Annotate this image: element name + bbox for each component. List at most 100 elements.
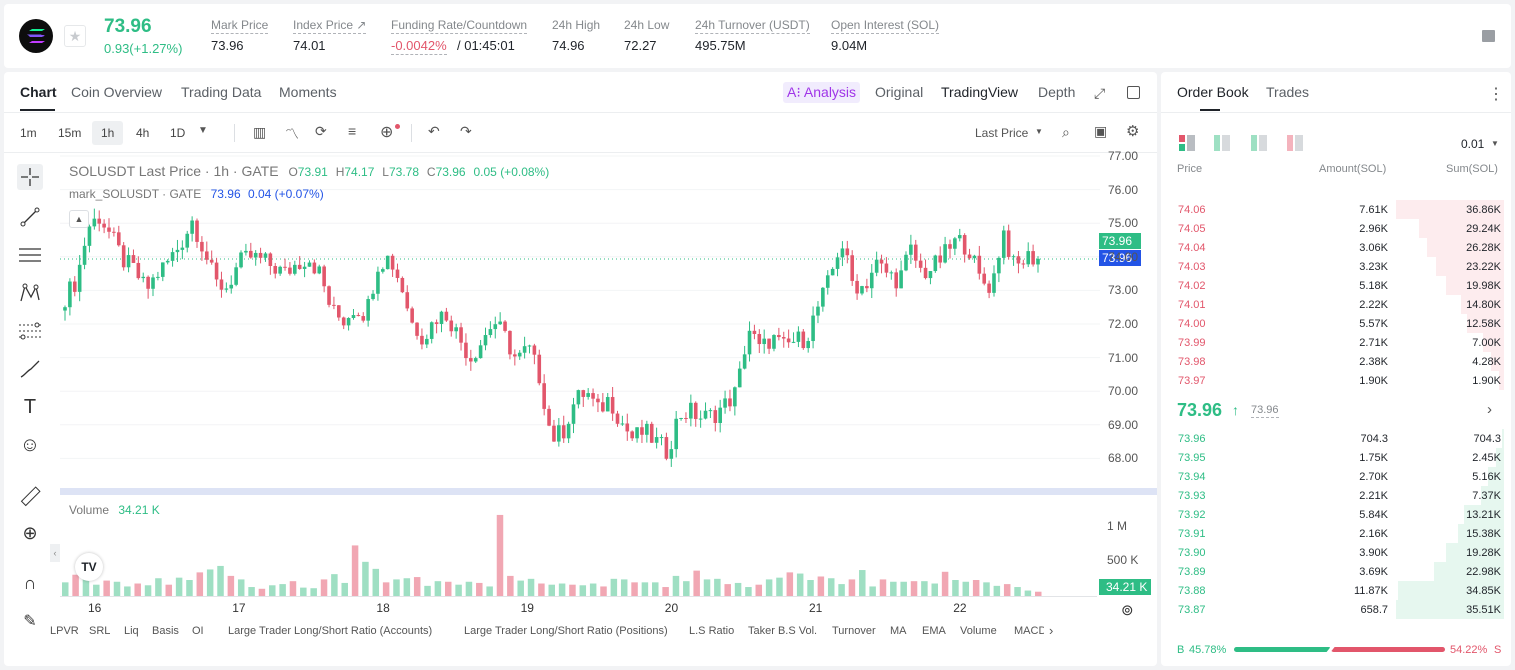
indicator-basis[interactable]: Basis xyxy=(152,625,179,637)
expand-icon[interactable]: ⤢ xyxy=(1094,85,1106,101)
ob-price[interactable]: 73.89 xyxy=(1178,566,1206,578)
ob-expand-icon[interactable]: › xyxy=(1487,401,1492,418)
indicator-oi[interactable]: OI xyxy=(192,625,204,637)
view-tradingview[interactable]: TradingView xyxy=(941,84,1019,100)
layout-both-icon[interactable] xyxy=(1179,135,1195,151)
templates-icon[interactable]: ≡ xyxy=(348,123,357,139)
tab-chart[interactable]: Chart xyxy=(20,84,57,100)
legend-collapse-icon[interactable]: ▲ xyxy=(69,210,89,228)
ob-price[interactable]: 73.90 xyxy=(1178,547,1206,559)
fib-icon[interactable] xyxy=(17,318,43,344)
tf-4h[interactable]: 4h xyxy=(136,126,150,140)
ob-price[interactable]: 73.93 xyxy=(1178,490,1206,502)
add-alert-icon[interactable]: ⊕ xyxy=(380,124,394,141)
price-source-caret-icon[interactable]: ▼ xyxy=(1035,127,1043,136)
candles-icon[interactable]: ▥ xyxy=(253,124,267,140)
candle-body xyxy=(591,393,595,399)
volume-bar xyxy=(103,580,110,597)
window-icon[interactable] xyxy=(1127,86,1140,99)
precision-caret-icon[interactable]: ▼ xyxy=(1491,139,1499,148)
volume-bar xyxy=(372,568,380,597)
ob-price[interactable]: 74.03 xyxy=(1178,261,1206,273)
ob-price[interactable]: 73.87 xyxy=(1178,604,1206,616)
redo-icon[interactable]: ↷ xyxy=(460,123,472,139)
time-axis-label: 17 xyxy=(232,601,246,615)
camera-icon[interactable]: ▣ xyxy=(1094,123,1108,139)
search-icon[interactable]: ⌕ xyxy=(1062,124,1070,140)
tab-trading-data[interactable]: Trading Data xyxy=(181,84,262,100)
tab-trades[interactable]: Trades xyxy=(1266,84,1310,100)
ob-price[interactable]: 73.92 xyxy=(1178,509,1206,521)
tf-15m[interactable]: 15m xyxy=(58,126,82,140)
indicator-l-s-ratio[interactable]: L.S Ratio xyxy=(689,625,735,637)
ob-price[interactable]: 73.97 xyxy=(1178,375,1206,387)
ob-price[interactable]: 74.00 xyxy=(1178,318,1206,330)
favorite-star-icon[interactable]: ★ xyxy=(64,25,86,47)
brush-icon[interactable] xyxy=(17,356,43,382)
view-original[interactable]: Original xyxy=(875,84,924,100)
ob-price[interactable]: 74.05 xyxy=(1178,223,1206,235)
layout-buys-only-icon[interactable] xyxy=(1251,135,1267,151)
indicators-icon[interactable]: 〽 xyxy=(285,126,299,142)
ob-price[interactable]: 73.98 xyxy=(1178,356,1206,368)
ob-price[interactable]: 74.01 xyxy=(1178,299,1206,311)
settings-gear-icon[interactable]: ⚙ xyxy=(1126,123,1140,140)
ob-price[interactable]: 74.02 xyxy=(1178,280,1206,292)
more-options-icon[interactable]: ⋮ xyxy=(1488,86,1504,103)
ruler-icon[interactable] xyxy=(17,484,43,510)
ob-price[interactable]: 73.94 xyxy=(1178,471,1206,483)
indicator-liq[interactable]: Liq xyxy=(124,625,139,637)
indicators-next-icon[interactable]: › xyxy=(1049,623,1054,638)
candle-body xyxy=(943,244,947,263)
tf-1d[interactable]: 1D xyxy=(170,126,186,140)
book-icon[interactable] xyxy=(1482,30,1495,42)
text-icon[interactable]: T xyxy=(23,395,37,418)
undo-icon[interactable]: ↶ xyxy=(428,123,440,139)
view-depth[interactable]: Depth xyxy=(1038,84,1076,100)
auto-scale-icon[interactable]: ⊚ xyxy=(1121,602,1134,619)
layout-buys-icon[interactable] xyxy=(1214,135,1230,151)
index-price-label[interactable]: Index Price ↗ xyxy=(293,18,367,34)
ob-price[interactable]: 73.96 xyxy=(1178,433,1206,445)
timeframe-dropdown-icon[interactable]: ▼ xyxy=(198,125,208,136)
candle-body xyxy=(190,220,194,234)
ob-price[interactable]: 73.91 xyxy=(1178,528,1206,540)
ob-price[interactable]: 73.99 xyxy=(1178,337,1206,349)
horizontal-lines-icon[interactable] xyxy=(17,242,43,268)
precision-select[interactable]: 0.01 xyxy=(1461,137,1485,151)
indicator-lpvr[interactable]: LPVR xyxy=(50,625,79,637)
indicator-ema[interactable]: EMA xyxy=(922,625,946,637)
indicator-srl[interactable]: SRL xyxy=(89,625,111,637)
pattern-icon[interactable] xyxy=(17,280,43,306)
trendline-icon[interactable] xyxy=(17,204,43,230)
tab-moments[interactable]: Moments xyxy=(279,84,337,100)
ob-price[interactable]: 74.04 xyxy=(1178,242,1206,254)
tab-order-book[interactable]: Order Book xyxy=(1177,84,1249,100)
tf-1h[interactable]: 1h xyxy=(92,121,124,145)
crosshair-icon[interactable] xyxy=(17,164,43,190)
indicator-large-trader-long-short-ratio-positions-[interactable]: Large Trader Long/Short Ratio (Positions… xyxy=(464,625,668,637)
volume-bar xyxy=(362,561,369,597)
compare-icon[interactable]: ⟳ xyxy=(315,123,327,139)
collapse-toolbar-icon[interactable]: ‹ xyxy=(50,544,60,562)
price-source-select[interactable]: Last Price xyxy=(975,126,1029,140)
tf-1m[interactable]: 1m xyxy=(20,126,37,140)
indicator-turnover[interactable]: Turnover xyxy=(832,625,876,637)
indicator-large-trader-long-short-ratio-accounts-[interactable]: Large Trader Long/Short Ratio (Accounts) xyxy=(228,625,433,637)
zoom-in-icon[interactable]: ⊕ xyxy=(22,522,38,543)
emoji-icon[interactable]: ☺ xyxy=(19,433,41,456)
indicator-macd[interactable]: MACD xyxy=(1014,625,1044,637)
ob-price[interactable]: 73.88 xyxy=(1178,585,1206,597)
ob-price[interactable]: 73.95 xyxy=(1178,452,1206,464)
magnet-icon[interactable]: ∩ xyxy=(23,572,37,593)
candle-body xyxy=(366,299,370,321)
tab-coin-overview[interactable]: Coin Overview xyxy=(71,84,163,100)
indicator-volume[interactable]: Volume xyxy=(960,625,997,637)
indicator-ma[interactable]: MA xyxy=(890,625,907,637)
ob-price[interactable]: 74.06 xyxy=(1178,204,1206,216)
price-chart[interactable] xyxy=(60,153,1157,618)
layout-sells-icon[interactable] xyxy=(1287,135,1303,151)
ai-analysis-button[interactable]: A⁝ Analysis xyxy=(783,82,861,103)
indicator-taker-b-s-vol-[interactable]: Taker B.S Vol. xyxy=(748,625,818,637)
pencil-icon[interactable]: ✎ xyxy=(23,613,37,630)
